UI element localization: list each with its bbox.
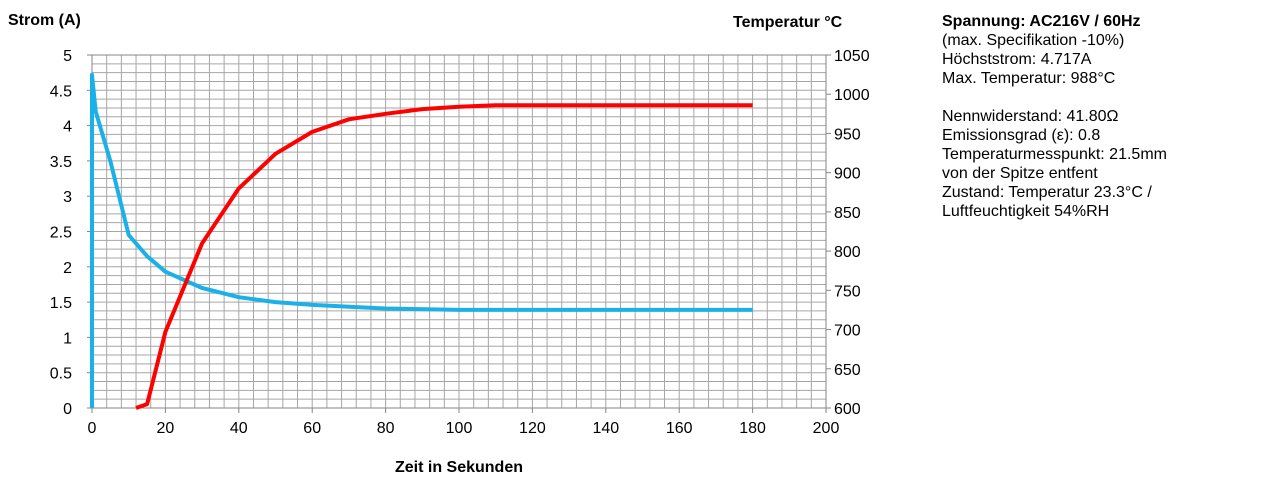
info-measure-point: Temperaturmesspunkt: 21.5mm (942, 146, 1167, 163)
x-tick-label: 140 (592, 420, 619, 437)
info-max-temp: Max. Temperatur: 988°C (942, 70, 1116, 87)
info-measure-point-cont: von der Spitze entfent (942, 165, 1098, 182)
x-tick-label: 200 (813, 420, 840, 437)
y-right-tick-label: 950 (834, 126, 861, 143)
y-right-tick-label: 750 (834, 283, 861, 300)
info-max-current: Höchststrom: 4.717A (942, 51, 1092, 68)
y-right-tick-label: 600 (834, 401, 861, 418)
y-left-tick-label: 5 (63, 48, 72, 65)
chart: 0 20 40 60 80 100 120 140 160 180 200 0 0.5 1 1.5 2 2.5 3… (8, 12, 870, 476)
x-tick-label: 40 (230, 420, 248, 437)
chart-series (90, 72, 753, 410)
y-right-tick-label: 650 (834, 362, 861, 379)
info-emissivity: Emissionsgrad (ε): 0.8 (942, 127, 1101, 144)
x-tick-label: 120 (519, 420, 546, 437)
y-left-tick-label: 4 (63, 119, 72, 136)
info-resistance: Nennwiderstand: 41.80Ω (942, 108, 1119, 125)
y-axis-label-right: Temperatur °C (733, 14, 843, 31)
y-right-tick-label: 800 (834, 244, 861, 261)
y-axis-label-left: Strom (A) (8, 12, 81, 29)
x-tick-label: 180 (739, 420, 766, 437)
y-right-tick-label: 1000 (834, 87, 870, 104)
x-tick-label: 20 (157, 420, 175, 437)
x-tick-label: 160 (666, 420, 693, 437)
info-panel: Spannung: AC216V / 60Hz (max. Specifikat… (942, 12, 1260, 221)
x-axis-label: Zeit in Sekunden (395, 459, 523, 476)
chart-ticks: 0 20 40 60 80 100 120 140 160 180 200 0 0.5 1 1.5 2 2.5 3… (50, 48, 870, 437)
y-left-tick-label: 2 (63, 260, 72, 277)
x-tick-label: 60 (303, 420, 321, 437)
temperature-series-line (135, 103, 753, 410)
y-left-tick-label: 2.5 (50, 225, 72, 242)
x-tick-label: 100 (446, 420, 473, 437)
current-series-line (90, 72, 753, 408)
y-right-tick-label: 850 (834, 205, 861, 222)
info-spec: (max. Specifikation -10%) (942, 32, 1125, 49)
y-left-tick-label: 4.5 (50, 83, 72, 100)
x-tick-label: 0 (88, 420, 97, 437)
y-left-tick-label: 3.5 (50, 154, 72, 171)
y-right-tick-label: 700 (834, 323, 861, 340)
y-right-tick-label: 1050 (834, 48, 870, 65)
y-left-tick-label: 1 (63, 330, 72, 347)
chart-grid (92, 55, 826, 408)
info-title: Spannung: AC216V / 60Hz (942, 13, 1141, 30)
y-left-tick-label: 0.5 (50, 366, 72, 383)
x-tick-label: 80 (377, 420, 395, 437)
y-left-tick-label: 0 (63, 401, 72, 418)
y-left-tick-label: 1.5 (50, 295, 72, 312)
info-condition-cont: Luftfeuchtigkeit 54%RH (942, 203, 1110, 220)
y-left-tick-label: 3 (63, 189, 72, 206)
info-condition: Zustand: Temperatur 23.3°C / (942, 184, 1152, 201)
info-spacer (942, 88, 1260, 107)
y-right-tick-label: 900 (834, 166, 861, 183)
